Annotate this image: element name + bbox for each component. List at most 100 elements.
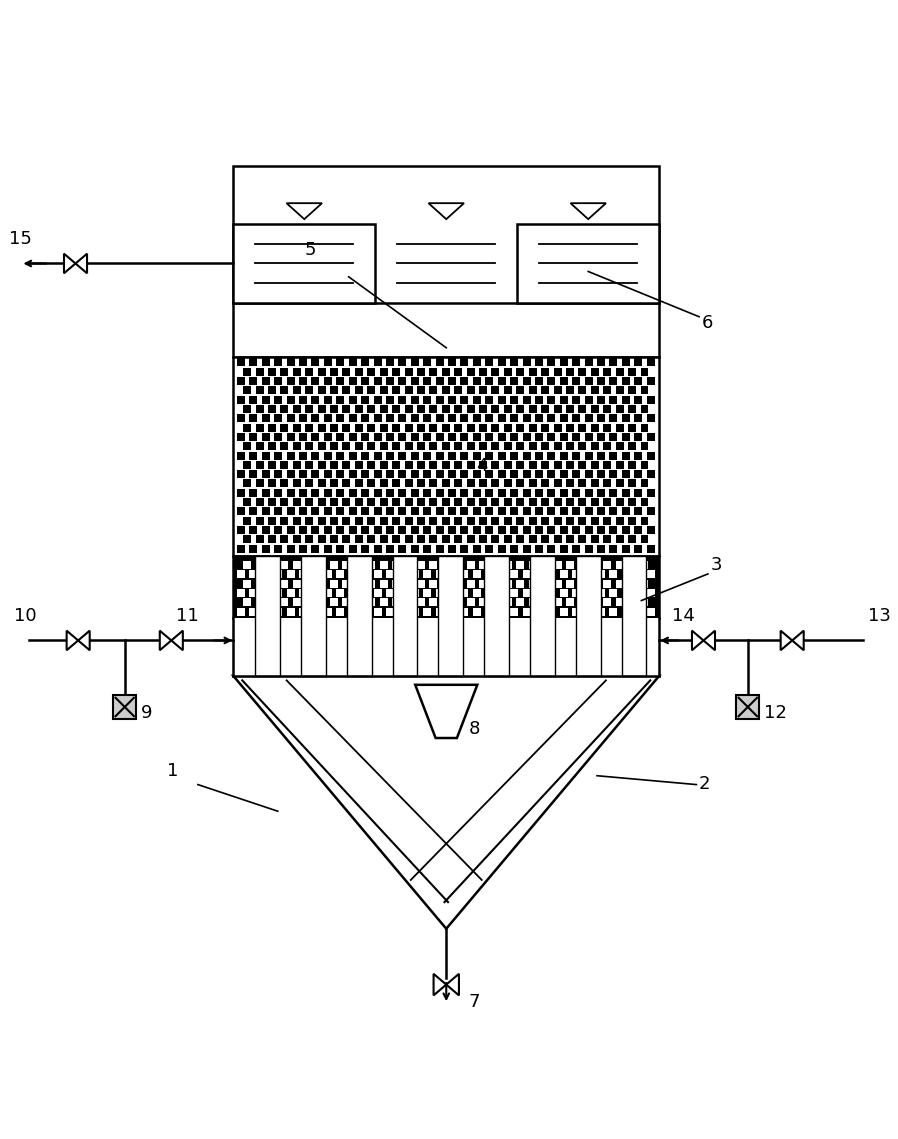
Bar — [268, 535, 276, 543]
Bar — [423, 489, 431, 497]
Bar — [467, 598, 475, 606]
Bar — [591, 424, 599, 432]
Bar — [523, 526, 531, 534]
Bar — [535, 589, 543, 597]
Bar — [485, 470, 493, 478]
Bar — [640, 368, 648, 376]
Bar — [566, 442, 574, 450]
Bar — [423, 377, 431, 385]
Polygon shape — [446, 974, 459, 995]
Bar — [548, 415, 555, 423]
Bar — [293, 480, 301, 487]
Bar — [442, 368, 450, 376]
Bar — [510, 544, 518, 552]
Bar — [491, 424, 499, 432]
Bar — [405, 498, 412, 506]
Bar — [572, 489, 580, 497]
Bar — [591, 461, 599, 469]
Bar — [237, 526, 245, 534]
Bar — [386, 526, 394, 534]
Bar — [429, 442, 437, 450]
Bar — [237, 607, 245, 615]
Bar — [262, 589, 269, 597]
Bar — [405, 480, 412, 487]
Bar — [479, 498, 487, 506]
Bar — [578, 598, 586, 606]
Bar — [355, 442, 363, 450]
Bar — [386, 470, 394, 478]
Bar — [336, 607, 344, 615]
Bar — [361, 377, 369, 385]
Bar — [324, 507, 332, 515]
Bar — [237, 489, 245, 497]
Bar — [473, 571, 480, 579]
Bar — [405, 405, 412, 413]
Bar — [262, 359, 269, 367]
Bar — [454, 562, 462, 570]
Text: 3: 3 — [710, 556, 722, 574]
Bar — [250, 470, 258, 478]
Bar — [280, 442, 288, 450]
Bar — [576, 556, 601, 675]
Bar — [530, 556, 555, 675]
Bar — [504, 517, 512, 525]
Bar — [367, 535, 375, 543]
Bar — [548, 526, 555, 534]
Text: 8: 8 — [469, 720, 480, 738]
Bar — [548, 607, 555, 615]
Bar — [268, 368, 276, 376]
Bar — [286, 571, 295, 579]
Bar — [578, 405, 586, 413]
Bar — [578, 442, 586, 450]
Bar — [293, 517, 301, 525]
Bar — [616, 562, 623, 570]
Bar — [429, 461, 437, 469]
Bar — [448, 359, 456, 367]
Bar — [423, 359, 431, 367]
Bar — [529, 498, 537, 506]
Bar — [423, 571, 431, 579]
Bar — [622, 359, 629, 367]
Bar — [461, 544, 469, 552]
Bar — [237, 433, 245, 441]
Bar — [634, 507, 642, 515]
Bar — [312, 507, 320, 515]
Bar — [243, 480, 251, 487]
Bar — [293, 580, 301, 588]
Bar — [479, 405, 487, 413]
Bar — [374, 359, 382, 367]
Bar — [597, 451, 605, 459]
Bar — [535, 433, 543, 441]
Bar — [405, 442, 412, 450]
Bar — [566, 517, 574, 525]
Bar — [647, 359, 655, 367]
Bar — [479, 598, 487, 606]
Bar — [250, 359, 258, 367]
Bar — [603, 517, 612, 525]
Bar — [497, 571, 506, 579]
Bar — [324, 415, 332, 423]
Bar — [386, 589, 394, 597]
Bar — [361, 489, 369, 497]
Bar — [491, 562, 499, 570]
Text: 14: 14 — [672, 607, 695, 625]
Bar — [237, 470, 245, 478]
Bar — [510, 470, 518, 478]
Bar — [410, 607, 418, 615]
Bar — [318, 424, 326, 432]
Polygon shape — [64, 254, 75, 273]
Bar — [504, 386, 512, 394]
Bar — [436, 377, 444, 385]
Bar — [640, 424, 648, 432]
Bar — [312, 451, 320, 459]
Bar — [622, 571, 629, 579]
Bar — [510, 607, 518, 615]
Bar — [548, 451, 555, 459]
Bar — [256, 580, 263, 588]
Bar — [504, 498, 512, 506]
Bar — [336, 507, 344, 515]
Bar — [386, 607, 394, 615]
Bar — [622, 507, 629, 515]
Bar — [280, 461, 288, 469]
Bar — [299, 415, 307, 423]
